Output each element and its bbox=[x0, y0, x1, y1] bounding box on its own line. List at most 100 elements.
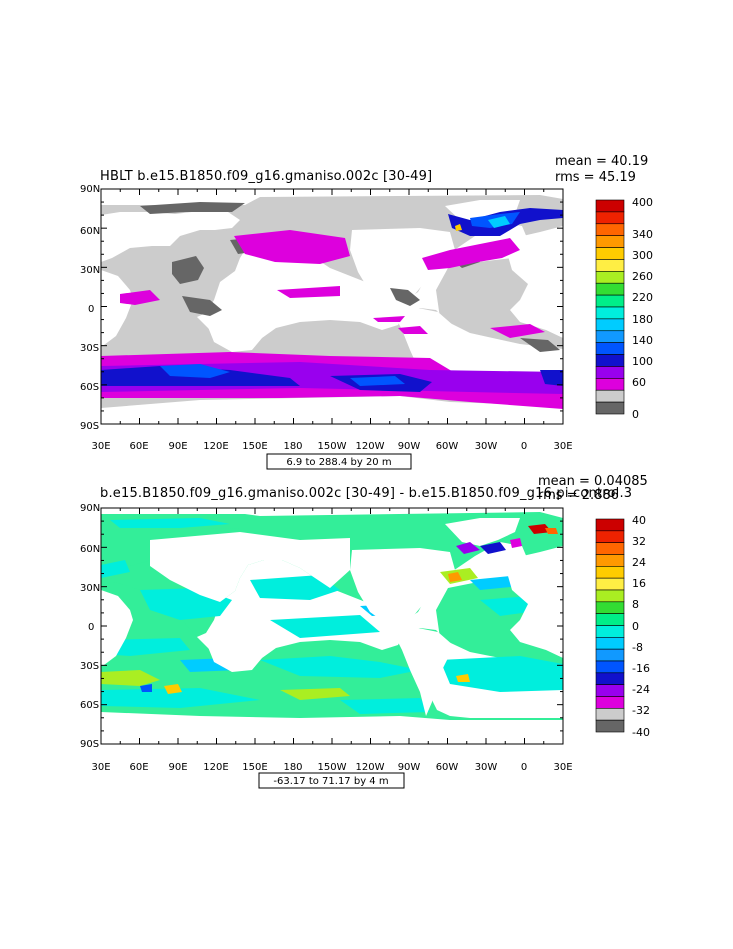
top-cb-label: 400 bbox=[632, 196, 653, 209]
bottom-cb-swatch bbox=[595, 625, 625, 638]
top-yellow bbox=[455, 224, 462, 231]
bottom-cb-label: 0 bbox=[632, 620, 639, 633]
top-lat-0: 0 bbox=[88, 304, 94, 315]
bottom-lon-labels: 30E 60E 90E 120E 150E 180 150W 120W 90W … bbox=[91, 762, 572, 773]
top-lat-labels: 90N 60N 30N 0 30S 60S 90S bbox=[80, 184, 100, 432]
top-cb-swatch bbox=[595, 342, 625, 355]
bottom-info-text: -63.17 to 71.17 by 4 m bbox=[273, 776, 388, 787]
bottom-cb-label: -32 bbox=[632, 704, 650, 717]
top-cb-swatch bbox=[595, 271, 625, 284]
bottom-cb-label: -8 bbox=[632, 641, 643, 654]
top-cb-label: 100 bbox=[632, 355, 653, 368]
top-cb-label: 340 bbox=[632, 228, 653, 241]
bottom-lon-label: 0 bbox=[521, 762, 527, 773]
top-info-box bbox=[266, 453, 412, 470]
bottom-anomalies bbox=[101, 524, 558, 700]
top-cb-label: 220 bbox=[632, 291, 653, 304]
top-cb-label: 0 bbox=[632, 408, 639, 421]
bottom-lon-label: 30W bbox=[475, 762, 498, 773]
top-cb-label: 60 bbox=[632, 376, 646, 389]
top-americas bbox=[350, 228, 455, 396]
top-lon-label: 0 bbox=[521, 441, 527, 452]
top-cb-swatch bbox=[595, 378, 625, 391]
bottom-mean: mean = 0.04085 bbox=[538, 474, 648, 489]
bottom-lat-30s: 30S bbox=[80, 661, 99, 672]
bottom-cb-label: 32 bbox=[632, 535, 646, 548]
top-info-text: 6.9 to 288.4 by 20 m bbox=[286, 457, 391, 468]
bottom-greenland bbox=[445, 518, 520, 546]
top-lon-label: 60E bbox=[129, 441, 148, 452]
bottom-eurasia bbox=[505, 546, 563, 658]
top-cb-swatch bbox=[595, 247, 625, 260]
bottom-cb-swatch bbox=[595, 530, 625, 543]
bottom-info-box bbox=[258, 772, 405, 789]
top-cb-swatch bbox=[595, 401, 625, 415]
bottom-rms: rms = 2.886 bbox=[538, 488, 619, 503]
bottom-title: b.e15.B1850.f09_g16.gmaniso.002c [30-49]… bbox=[100, 486, 632, 501]
bottom-lat-labels: 90N 60N 30N 0 30S 60S 90S bbox=[80, 503, 100, 750]
bottom-lon-label: 150E bbox=[242, 762, 267, 773]
top-panel: HBLT b.e15.B1850.f09_g16.gmaniso.002c [3… bbox=[80, 154, 653, 470]
bottom-cb-swatch bbox=[595, 566, 625, 579]
bottom-cb-swatch bbox=[595, 648, 625, 662]
bottom-lon-label: 60E bbox=[129, 762, 148, 773]
top-lat-30s: 30S bbox=[80, 343, 99, 354]
top-lon-label: 90E bbox=[168, 441, 187, 452]
top-cb-label: 300 bbox=[632, 249, 653, 262]
bottom-lon-label: 120E bbox=[203, 762, 228, 773]
top-lon-label: 30W bbox=[475, 441, 498, 452]
bottom-cb-label: -40 bbox=[632, 726, 650, 739]
bottom-cb-label: 24 bbox=[632, 556, 646, 569]
top-lon-label: 150W bbox=[318, 441, 347, 452]
bottom-cb-label: 40 bbox=[632, 514, 646, 527]
bottom-lat-0: 0 bbox=[88, 622, 94, 633]
top-cb-swatch bbox=[595, 282, 625, 296]
bottom-lat-90n: 90N bbox=[80, 503, 100, 514]
bottom-cb-swatch bbox=[595, 518, 625, 532]
bottom-africa bbox=[101, 590, 133, 665]
top-australia bbox=[206, 318, 262, 352]
top-cb-swatch bbox=[595, 294, 625, 308]
bottom-lon-label: 90W bbox=[398, 762, 421, 773]
top-cb-swatch bbox=[595, 306, 625, 320]
bottom-cb-swatch bbox=[595, 554, 625, 567]
top-cb-label: 260 bbox=[632, 270, 653, 283]
bottom-panel: b.e15.B1850.f09_g16.gmaniso.002c [30-49]… bbox=[80, 474, 650, 789]
top-title: HBLT b.e15.B1850.f09_g16.gmaniso.002c [3… bbox=[100, 169, 432, 184]
top-antarctica bbox=[101, 396, 563, 424]
top-cb-swatch bbox=[595, 354, 625, 367]
top-map: 90N 60N 30N 0 30S 60S 90S 30E 60E 90E 12… bbox=[80, 184, 573, 470]
top-cb-label: 180 bbox=[632, 313, 653, 326]
top-cb-swatch bbox=[595, 223, 625, 236]
bottom-map: 90N 60N 30N 0 30S 60S 90S 30E 60E 90E 12… bbox=[80, 503, 573, 789]
top-lon-label: 60W bbox=[436, 441, 459, 452]
bottom-cb-swatch bbox=[595, 542, 625, 555]
bottom-asia bbox=[150, 532, 350, 602]
top-lon-label: 120E bbox=[203, 441, 228, 452]
top-lon-label: 120W bbox=[356, 441, 385, 452]
bottom-colorbar: 40 32 24 16 8 0 -8 -16 -24 -32 -40 bbox=[595, 514, 650, 739]
top-cb-swatch bbox=[595, 389, 625, 403]
top-cb-label: 140 bbox=[632, 334, 653, 347]
bottom-lon-label: 30E bbox=[91, 762, 110, 773]
top-lon-label: 90W bbox=[398, 441, 421, 452]
bottom-cb-label: -24 bbox=[632, 683, 650, 696]
bottom-antarctica bbox=[101, 712, 563, 744]
bottom-lat-60s: 60S bbox=[80, 700, 99, 711]
bottom-lon-label: 60W bbox=[436, 762, 459, 773]
bottom-cb-swatch bbox=[595, 684, 625, 697]
top-lat-90n: 90N bbox=[80, 184, 100, 195]
top-lon-label: 30E bbox=[553, 441, 572, 452]
bottom-lon-label: 90E bbox=[168, 762, 187, 773]
top-cb-swatch bbox=[595, 366, 625, 379]
bottom-cb-swatch bbox=[595, 719, 625, 733]
top-cb-swatch bbox=[595, 259, 625, 272]
top-lat-90s: 90S bbox=[80, 421, 99, 432]
bottom-lon-label: 180 bbox=[283, 762, 302, 773]
bottom-cb-swatch bbox=[595, 601, 625, 614]
bottom-cb-label: 16 bbox=[632, 577, 646, 590]
top-eurasia bbox=[505, 226, 563, 338]
top-mean: mean = 40.19 bbox=[555, 154, 648, 169]
top-lon-label: 180 bbox=[283, 441, 302, 452]
